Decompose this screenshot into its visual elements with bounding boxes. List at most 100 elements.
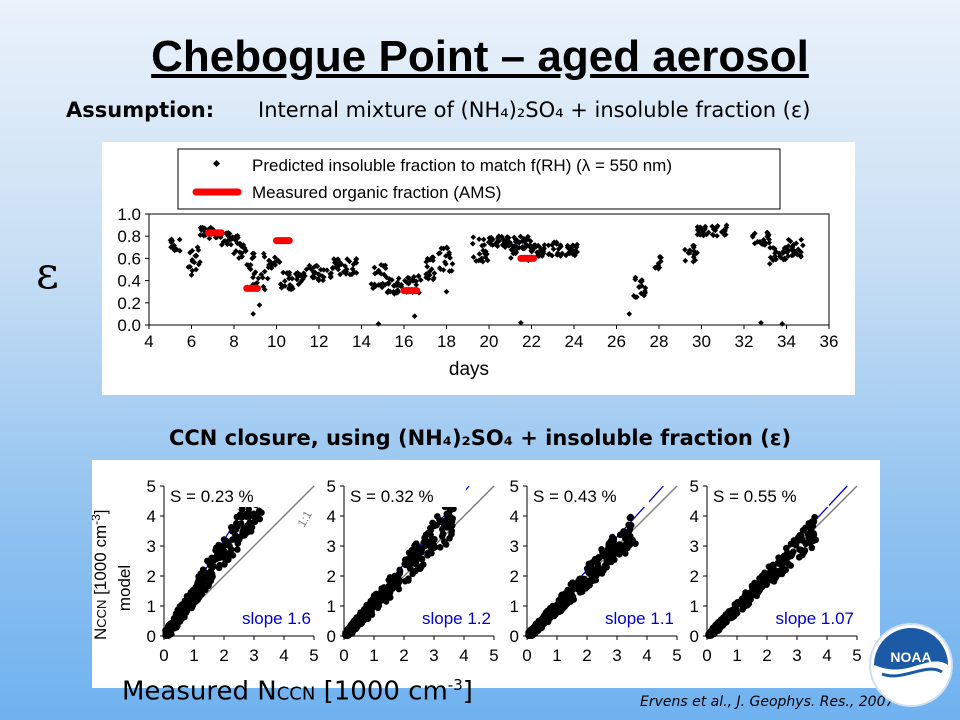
ccn-point (450, 505, 457, 513)
predicted-point (334, 265, 340, 271)
predicted-point (350, 261, 357, 268)
y-tick-label: 1 (147, 597, 156, 616)
x-tick-label: 36 (820, 332, 839, 351)
y-label-ylabel_sub: CCN (94, 600, 109, 628)
predicted-point (195, 247, 202, 253)
predicted-point (413, 282, 420, 288)
predicted-point (714, 233, 720, 239)
ccn-y-axis-label-model: model (115, 565, 134, 611)
assumption-label: Assumption: (66, 98, 215, 122)
predicted-point (641, 292, 647, 299)
y-tick-label: 2 (327, 567, 336, 586)
ccn-point (744, 595, 752, 603)
ccn-point (363, 602, 370, 609)
predicted-point (539, 251, 546, 257)
predicted-point (199, 225, 206, 231)
predicted-point (386, 276, 393, 282)
predicted-point (424, 263, 431, 270)
epsilon-symbol: ε (36, 248, 59, 299)
ccn-point (560, 597, 568, 605)
predicted-point (233, 248, 239, 254)
ccn-point (749, 584, 756, 591)
assumption-line: Assumption: Internal mixture of (NH₄)₂SO₄… (66, 98, 810, 122)
slope-label-bg (402, 606, 494, 628)
y-tick-label: 3 (147, 537, 156, 556)
x-tick-label: 3 (612, 646, 621, 665)
predicted-point (261, 286, 268, 293)
predicted-point (690, 242, 696, 249)
ccn-point (609, 533, 616, 541)
predicted-point (372, 270, 378, 277)
ccn-point (172, 610, 180, 618)
predicted-point (337, 271, 343, 278)
ccn-point (788, 551, 796, 558)
x-tick-label: 34 (777, 332, 796, 351)
predicted-point (766, 260, 773, 267)
predicted-point (797, 252, 804, 259)
predicted-point (311, 264, 318, 270)
predicted-point (344, 256, 350, 262)
predicted-point (275, 257, 281, 264)
x-tick-label: 10 (267, 332, 286, 351)
predicted-point (534, 249, 540, 256)
measured-xlabel-sub: CCN (276, 683, 316, 705)
ccn-point (741, 602, 749, 610)
noaa-logo: NOAA (869, 623, 953, 707)
x-tick-label: 3 (792, 646, 801, 665)
x-axis-label: days (449, 359, 489, 380)
y-tick-label: 0 (327, 627, 336, 646)
ccn-point (567, 592, 574, 599)
predicted-point (252, 269, 259, 275)
ccn-scatter-points (342, 496, 457, 639)
ccn-point (810, 531, 818, 538)
ccn-point (215, 541, 222, 549)
predicted-point (242, 248, 249, 255)
predicted-point (540, 246, 547, 253)
y-tick-label: 5 (147, 477, 156, 496)
predicted-point (545, 242, 552, 249)
ccn-point (194, 580, 201, 587)
predicted-point (195, 261, 202, 268)
predicted-point (368, 281, 375, 287)
predicted-point (320, 267, 327, 273)
slope-label: slope 1.2 (422, 609, 491, 628)
ccn-point (812, 536, 819, 544)
ccn-point (406, 565, 414, 572)
predicted-point (417, 277, 424, 283)
ccn-point (221, 554, 229, 562)
predicted-point (380, 262, 387, 269)
ccn-point (627, 513, 634, 521)
x-tick-label: 5 (309, 646, 318, 665)
predicted-point (475, 257, 482, 264)
predicted-point (470, 234, 477, 240)
ccn-point (391, 572, 399, 580)
ccn-point (802, 524, 809, 532)
predicted-point (189, 258, 196, 265)
ccn-point (424, 551, 431, 559)
predicted-point (232, 233, 239, 240)
x-tick-label: 4 (144, 332, 153, 351)
predicted-point (290, 285, 296, 292)
predicted-point (776, 253, 783, 260)
ccn-point (733, 609, 741, 617)
slope-label: slope 1.1 (605, 609, 674, 628)
ccn-point (431, 522, 438, 530)
x-tick-label: 6 (187, 332, 196, 351)
supersaturation-label: S = 0.23 % (170, 487, 254, 506)
ccn-point (733, 601, 741, 609)
predicted-point (476, 251, 483, 257)
ccn-point (223, 540, 231, 548)
measured-xlabel-main: Measured N (122, 676, 277, 707)
ccn-point (797, 546, 805, 554)
ccn-point (618, 530, 626, 538)
y-tick-label: 2 (147, 567, 156, 586)
ccn-point (402, 561, 409, 569)
predicted-point (402, 277, 408, 284)
ccn-point (345, 627, 352, 635)
ccn-point (374, 602, 382, 610)
ccn-point (716, 618, 723, 625)
ccn-point (567, 580, 575, 588)
predicted-point (682, 257, 689, 264)
y-tick-label: 0.2 (117, 294, 141, 313)
ccn-point (434, 513, 441, 520)
